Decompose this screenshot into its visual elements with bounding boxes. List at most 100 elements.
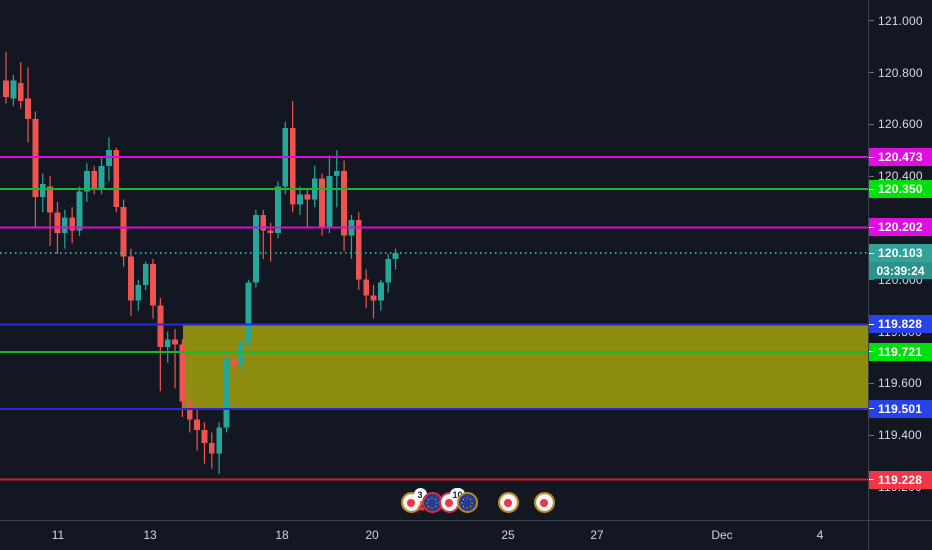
candle-body[interactable] <box>17 82 24 102</box>
tick-label: 119.400 <box>878 428 922 443</box>
candle-body[interactable] <box>319 178 325 228</box>
time-axis-label: 11 <box>51 528 65 542</box>
price-line-label: 119.721 <box>869 342 932 361</box>
price-axis-tick: 120.400 <box>869 168 932 184</box>
candle-body[interactable] <box>385 259 392 283</box>
badge-tick-dash <box>869 252 874 254</box>
badge-price-text: 119.501 <box>878 401 923 416</box>
badge-price-text: 119.228 <box>878 472 923 487</box>
tick-dash <box>869 279 874 281</box>
economic-event-icon-eu-flag[interactable] <box>456 492 478 513</box>
candle-body[interactable] <box>245 282 252 342</box>
candle-body[interactable] <box>201 429 208 443</box>
candle-body[interactable] <box>363 279 370 296</box>
bar-close-countdown: 03:39:24 <box>869 262 932 280</box>
eu-flag-stars <box>431 502 433 504</box>
candle-body[interactable] <box>25 98 31 120</box>
price-axis-tick: 120.800 <box>869 65 932 81</box>
time-axis-label: 13 <box>143 528 157 542</box>
tick-dash <box>869 20 874 22</box>
price-axis-tick: 119.400 <box>869 427 932 443</box>
eu-flag <box>423 494 441 511</box>
candle-body[interactable] <box>135 284 142 301</box>
candle-body[interactable] <box>341 170 347 236</box>
time-axis-label: Dec <box>711 528 733 542</box>
tick-label: 119.600 <box>878 376 922 391</box>
candle-body[interactable] <box>128 256 134 301</box>
candle-body[interactable] <box>216 427 223 454</box>
candle-body[interactable] <box>164 339 171 348</box>
candle-body[interactable] <box>98 165 105 190</box>
candle-body[interactable] <box>10 80 17 99</box>
price-line-label: 119.828 <box>869 315 932 334</box>
badge-tick-dash <box>869 323 874 325</box>
candlestick-plot-area[interactable] <box>0 0 868 520</box>
candle-body[interactable] <box>113 150 120 208</box>
candle-body[interactable] <box>326 176 333 228</box>
time-axis-label: 25 <box>501 528 515 542</box>
candle-body[interactable] <box>39 183 46 197</box>
candle-body[interactable] <box>179 344 186 402</box>
price-line-label: 119.228 <box>869 470 932 489</box>
japan-flag-dot <box>407 498 415 507</box>
price-axis-separator <box>868 0 869 550</box>
candle-body[interactable] <box>172 339 178 345</box>
badge-tick-dash <box>869 408 874 410</box>
tick-label: 120.400 <box>878 169 923 184</box>
tick-label: 120.600 <box>878 117 923 132</box>
time-axis-label: 4 <box>816 528 824 542</box>
tick-dash <box>869 72 874 74</box>
candle-body[interactable] <box>186 401 193 420</box>
price-axis-tick: 120.600 <box>869 116 932 132</box>
badge-tick-dash <box>869 226 874 228</box>
price-axis[interactable]: 121.000120.800120.600120.400120.200120.0… <box>869 0 932 520</box>
candle-body[interactable] <box>47 186 53 213</box>
candle-body[interactable] <box>61 217 68 234</box>
candle-body[interactable] <box>54 212 61 234</box>
japan-flag <box>535 494 553 511</box>
candle-body[interactable] <box>238 341 245 366</box>
badge-price-text: 120.202 <box>878 220 923 235</box>
candle-body[interactable] <box>230 360 237 366</box>
candle-body[interactable] <box>260 214 267 231</box>
badge-tick-dash <box>869 351 874 353</box>
candle-body[interactable] <box>333 170 340 177</box>
candle-body[interactable] <box>76 191 83 231</box>
candle-body[interactable] <box>275 186 281 234</box>
candle-body[interactable] <box>150 264 156 306</box>
badge-price-text: 120.103 <box>878 246 923 261</box>
candle-body[interactable] <box>297 194 303 205</box>
candle-body[interactable] <box>157 305 164 348</box>
candle-body[interactable] <box>267 230 274 234</box>
eu-flag-stars <box>466 502 468 504</box>
candle-body[interactable] <box>289 128 296 205</box>
candle-body[interactable] <box>370 295 377 301</box>
price-line-label: 120.350 <box>869 180 932 199</box>
japan-flag-dot <box>445 498 453 507</box>
tick-label: 121.000 <box>878 13 923 28</box>
candle-body[interactable] <box>253 214 259 283</box>
time-axis[interactable]: 11 13 18 20 25 27 Dec 4 <box>0 520 868 550</box>
candle-body[interactable] <box>208 442 215 454</box>
candle-body[interactable] <box>194 419 200 430</box>
candle-body[interactable] <box>3 80 9 98</box>
time-axis-label: 18 <box>275 528 289 542</box>
candle-body[interactable] <box>377 282 384 301</box>
candle-body[interactable] <box>304 194 311 200</box>
price-line-label: 120.473 <box>869 148 932 167</box>
candle-body[interactable] <box>142 264 149 285</box>
badge-price-text: 119.721 <box>878 344 923 359</box>
candle-body[interactable] <box>83 170 90 192</box>
candle-body[interactable] <box>69 217 76 231</box>
candle-body[interactable] <box>120 207 127 257</box>
economic-event-icon-japan-flag[interactable] <box>533 492 555 513</box>
candle-body[interactable] <box>223 360 230 428</box>
economic-event-icon-japan-flag[interactable] <box>497 492 519 513</box>
tick-dash <box>869 123 874 125</box>
supply-demand-zone-rectangle[interactable] <box>183 324 868 409</box>
candle-body[interactable] <box>91 170 98 190</box>
candle-body[interactable] <box>392 253 399 259</box>
candle-body[interactable] <box>355 220 362 280</box>
economic-event-icon-japan-flag[interactable]: 3 ⚑ <box>400 488 427 516</box>
japan-flag <box>499 494 517 511</box>
